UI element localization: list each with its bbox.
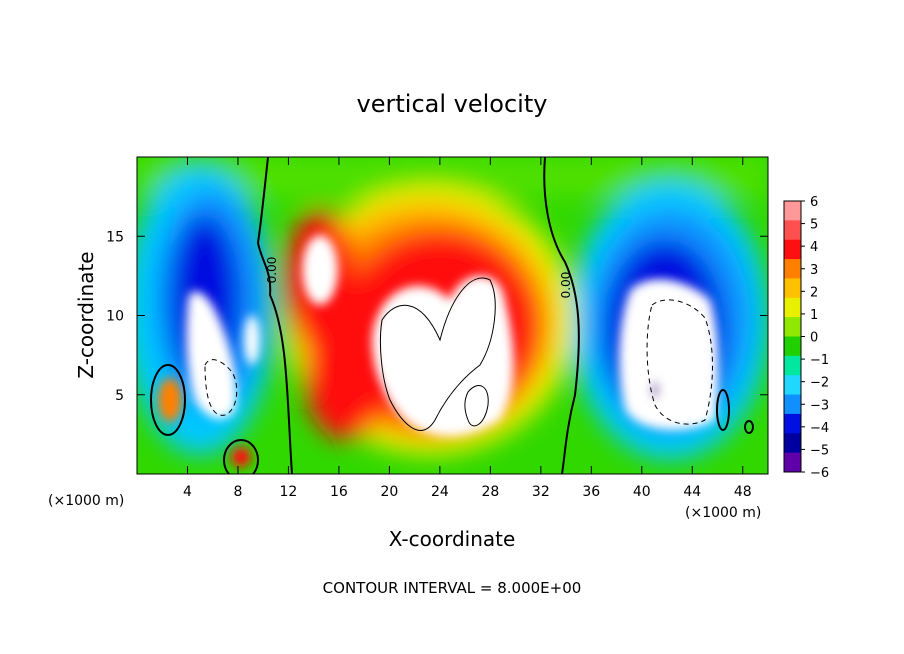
x-unit-label-right: (×1000 m) bbox=[685, 505, 761, 521]
contour-left-dashed bbox=[204, 359, 238, 416]
contour-central-core bbox=[379, 277, 496, 431]
y-axis-label: Z-coordinate bbox=[74, 251, 98, 378]
x-tick-label: 24 bbox=[431, 484, 449, 500]
contour-left-blob bbox=[150, 364, 186, 436]
x-tick-label: 48 bbox=[734, 484, 752, 500]
x-tick-label: 8 bbox=[233, 484, 242, 500]
x-tick-label: 16 bbox=[330, 484, 348, 500]
x-axis-ticks: 4 8 12 16 20 24 28 32 36 40 44 48 bbox=[183, 157, 752, 500]
x-tick-label: 28 bbox=[481, 484, 499, 500]
zero-contour-left bbox=[256, 157, 293, 474]
colorbar-swatch bbox=[784, 259, 801, 279]
colorbar-swatch bbox=[784, 355, 801, 376]
colorbar-swatch bbox=[784, 336, 801, 357]
contour-interval-note: CONTOUR INTERVAL = 8.000E+00 bbox=[323, 579, 582, 597]
colorbar-swatch bbox=[784, 433, 801, 454]
colorbar-label: 4 bbox=[810, 240, 818, 255]
colorbar-label: 3 bbox=[810, 263, 818, 278]
colorbar-swatch bbox=[784, 452, 801, 473]
x-tick-label: 4 bbox=[183, 484, 192, 500]
x-axis-label: X-coordinate bbox=[389, 527, 516, 551]
contour-label-right: 0.00 bbox=[559, 272, 573, 299]
x-tick-label: 44 bbox=[683, 484, 701, 500]
contour-central-small bbox=[464, 385, 489, 427]
y-tick-label: 10 bbox=[106, 309, 124, 325]
x-tick-label: 40 bbox=[633, 484, 651, 500]
y-axis-ticks: 5 10 15 bbox=[106, 229, 768, 404]
colorbar-label: −4 bbox=[810, 421, 829, 436]
x-tick-label: 36 bbox=[582, 484, 600, 500]
colorbar-label: −5 bbox=[810, 443, 829, 458]
contour-right-small-blob bbox=[716, 389, 730, 431]
contour-right-dashed bbox=[646, 299, 713, 425]
colorbar-label: −2 bbox=[810, 376, 829, 391]
x-tick-label: 20 bbox=[380, 484, 398, 500]
x-tick-label: 12 bbox=[280, 484, 298, 500]
colorbar-label: 1 bbox=[810, 308, 818, 323]
colorbar-label: −1 bbox=[810, 353, 829, 368]
colorbar-swatch bbox=[784, 297, 801, 318]
colorbar-swatch bbox=[784, 413, 801, 434]
colorbar-label: 0 bbox=[810, 331, 818, 346]
contour-bottom-blob bbox=[223, 439, 259, 474]
x-unit-label-left: (×1000 m) bbox=[48, 493, 124, 509]
colorbar-swatch bbox=[784, 278, 801, 299]
colorbar: 6 5 4 3 2 1 0 −1 −2 −3 −4 −5 −6 bbox=[783, 195, 829, 481]
colorbar-swatch bbox=[784, 375, 801, 396]
colorbar-swatch bbox=[784, 220, 801, 241]
y-tick-label: 5 bbox=[115, 388, 124, 404]
colorbar-swatch bbox=[784, 239, 801, 260]
contour-right-tiny-blob bbox=[744, 420, 754, 434]
y-tick-label: 15 bbox=[106, 229, 124, 245]
colorbar-label: −3 bbox=[810, 398, 829, 413]
chart-title: vertical velocity bbox=[357, 90, 548, 118]
colorbar-label: 6 bbox=[810, 195, 818, 210]
heatmap-field: 0.00 0.00 bbox=[137, 157, 768, 474]
colorbar-swatch bbox=[784, 394, 801, 415]
colorbar-swatch bbox=[784, 317, 801, 337]
colorbar-label: 2 bbox=[810, 285, 818, 300]
colorbar-swatch bbox=[784, 201, 801, 221]
zero-contour-right bbox=[543, 157, 580, 474]
contour-label-left: 0.00 bbox=[265, 257, 279, 284]
colorbar-label: 5 bbox=[810, 218, 818, 233]
x-tick-label: 32 bbox=[532, 484, 550, 500]
colorbar-label: −6 bbox=[810, 466, 829, 481]
